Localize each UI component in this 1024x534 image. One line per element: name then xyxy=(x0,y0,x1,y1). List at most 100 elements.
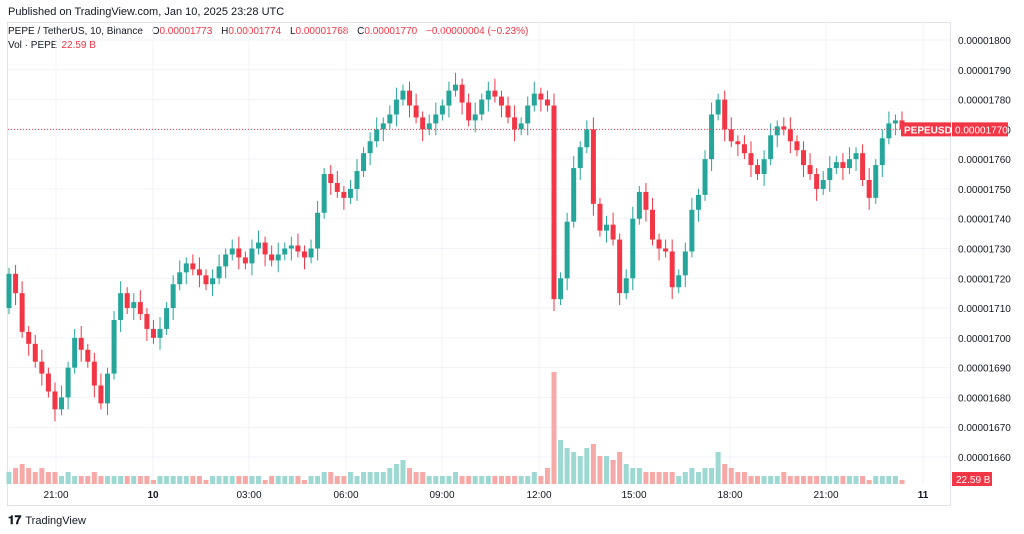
volume-bar xyxy=(118,476,124,484)
candle-body xyxy=(466,102,472,121)
candle-body xyxy=(328,174,334,183)
volume-bar xyxy=(833,476,839,484)
y-tick-label: 0.00001740 xyxy=(958,215,1011,226)
y-tick-label: 0.00001730 xyxy=(958,245,1011,256)
volume-bar xyxy=(347,472,353,484)
volume-bar xyxy=(190,476,196,484)
volume-label[interactable]: Vol · PEPE xyxy=(8,40,58,51)
candle-body xyxy=(892,120,898,124)
candle-body xyxy=(564,221,570,279)
volume-bar xyxy=(85,476,91,484)
volume-bar xyxy=(400,460,406,484)
volume-bar xyxy=(387,468,393,484)
volume-bar xyxy=(361,472,367,484)
volume-bar xyxy=(748,476,754,484)
volume-bar xyxy=(531,472,537,484)
volume-bar xyxy=(689,468,695,484)
symbol-name[interactable]: PEPE / TetherUS, 10, Binance xyxy=(8,26,143,37)
candle-body xyxy=(374,129,380,142)
candle-body xyxy=(433,114,439,124)
volume-bar xyxy=(604,456,610,484)
y-tick-label: 0.00001750 xyxy=(958,185,1011,196)
volume-bar xyxy=(288,476,294,484)
candle-body xyxy=(85,349,91,362)
candle-body xyxy=(682,251,688,276)
x-tick-label: 09:00 xyxy=(429,490,454,501)
volume-bar xyxy=(518,476,524,484)
candle-body xyxy=(735,141,741,145)
volume-bar xyxy=(282,476,288,484)
candle-body xyxy=(144,314,150,329)
candle-body xyxy=(32,343,38,362)
high-label: H xyxy=(221,26,229,37)
candle-body xyxy=(413,105,419,118)
candle-body xyxy=(118,293,124,320)
y-tick-label: 0.00001720 xyxy=(958,274,1011,285)
volume-bar xyxy=(19,464,25,484)
candle-body xyxy=(334,182,340,192)
candle-body xyxy=(741,144,747,154)
volume-bar xyxy=(150,480,156,484)
candle-body xyxy=(479,99,485,115)
x-tick-label: 06:00 xyxy=(333,490,358,501)
volume-bar xyxy=(380,472,386,484)
volume-bar xyxy=(91,472,97,484)
x-tick-label: 03:00 xyxy=(236,490,261,501)
tradingview-logo-icon: 𝟏𝟕 xyxy=(8,513,22,527)
volume-bar xyxy=(827,476,833,484)
volume-bar xyxy=(453,472,458,484)
volume-bar xyxy=(801,476,807,484)
candle-body xyxy=(124,293,130,309)
chart-frame xyxy=(7,22,951,506)
candle-body xyxy=(157,328,163,338)
volume-bar xyxy=(873,476,879,484)
volume-bar xyxy=(735,472,741,484)
candle-body xyxy=(512,117,518,130)
volume-bar xyxy=(137,476,143,484)
volume-bar xyxy=(308,476,314,484)
candle-body xyxy=(196,269,202,276)
volume-bar xyxy=(13,468,19,484)
volume-bar xyxy=(866,480,872,484)
candle-body xyxy=(137,302,143,315)
volume-bar xyxy=(98,476,104,484)
volume-bar xyxy=(177,476,183,484)
candle-body xyxy=(695,194,701,210)
volume-bar xyxy=(407,468,413,484)
volume-bar xyxy=(249,476,255,484)
candle-body xyxy=(275,254,281,261)
candle-body xyxy=(886,123,892,139)
candle-body xyxy=(827,168,833,180)
candle-body xyxy=(584,129,590,148)
candle-body xyxy=(748,153,754,166)
volume-bar xyxy=(584,448,590,484)
volume-bar xyxy=(846,476,852,484)
volume-bar xyxy=(774,476,780,484)
candle-body xyxy=(150,328,156,338)
candle-body xyxy=(223,254,229,267)
candle-body xyxy=(426,123,432,130)
volume-bar xyxy=(124,476,130,484)
last-price-tag-bg xyxy=(952,122,1008,137)
volume-bar xyxy=(374,472,380,484)
close-label: C xyxy=(357,26,365,37)
candle-body xyxy=(604,224,610,231)
candle-body xyxy=(387,114,393,124)
x-tick-label: 21:00 xyxy=(813,490,838,501)
y-tick-label: 0.00001680 xyxy=(958,393,1011,404)
candle-body xyxy=(505,105,511,118)
candle-body xyxy=(420,117,426,130)
footer-brand: 𝟏𝟕 TradingView xyxy=(8,513,86,528)
volume-bar xyxy=(210,476,216,484)
volume-bar xyxy=(65,472,71,484)
low-label: L xyxy=(289,26,296,37)
volume-bar xyxy=(472,476,478,484)
volume-bar xyxy=(439,476,445,484)
volume-bar xyxy=(59,476,65,484)
close-value: 0.00001770 xyxy=(364,26,418,37)
y-tick-label: 0.00001790 xyxy=(958,66,1011,77)
candle-body xyxy=(538,93,544,100)
candle-body xyxy=(295,245,301,252)
volume-bar xyxy=(715,452,721,484)
